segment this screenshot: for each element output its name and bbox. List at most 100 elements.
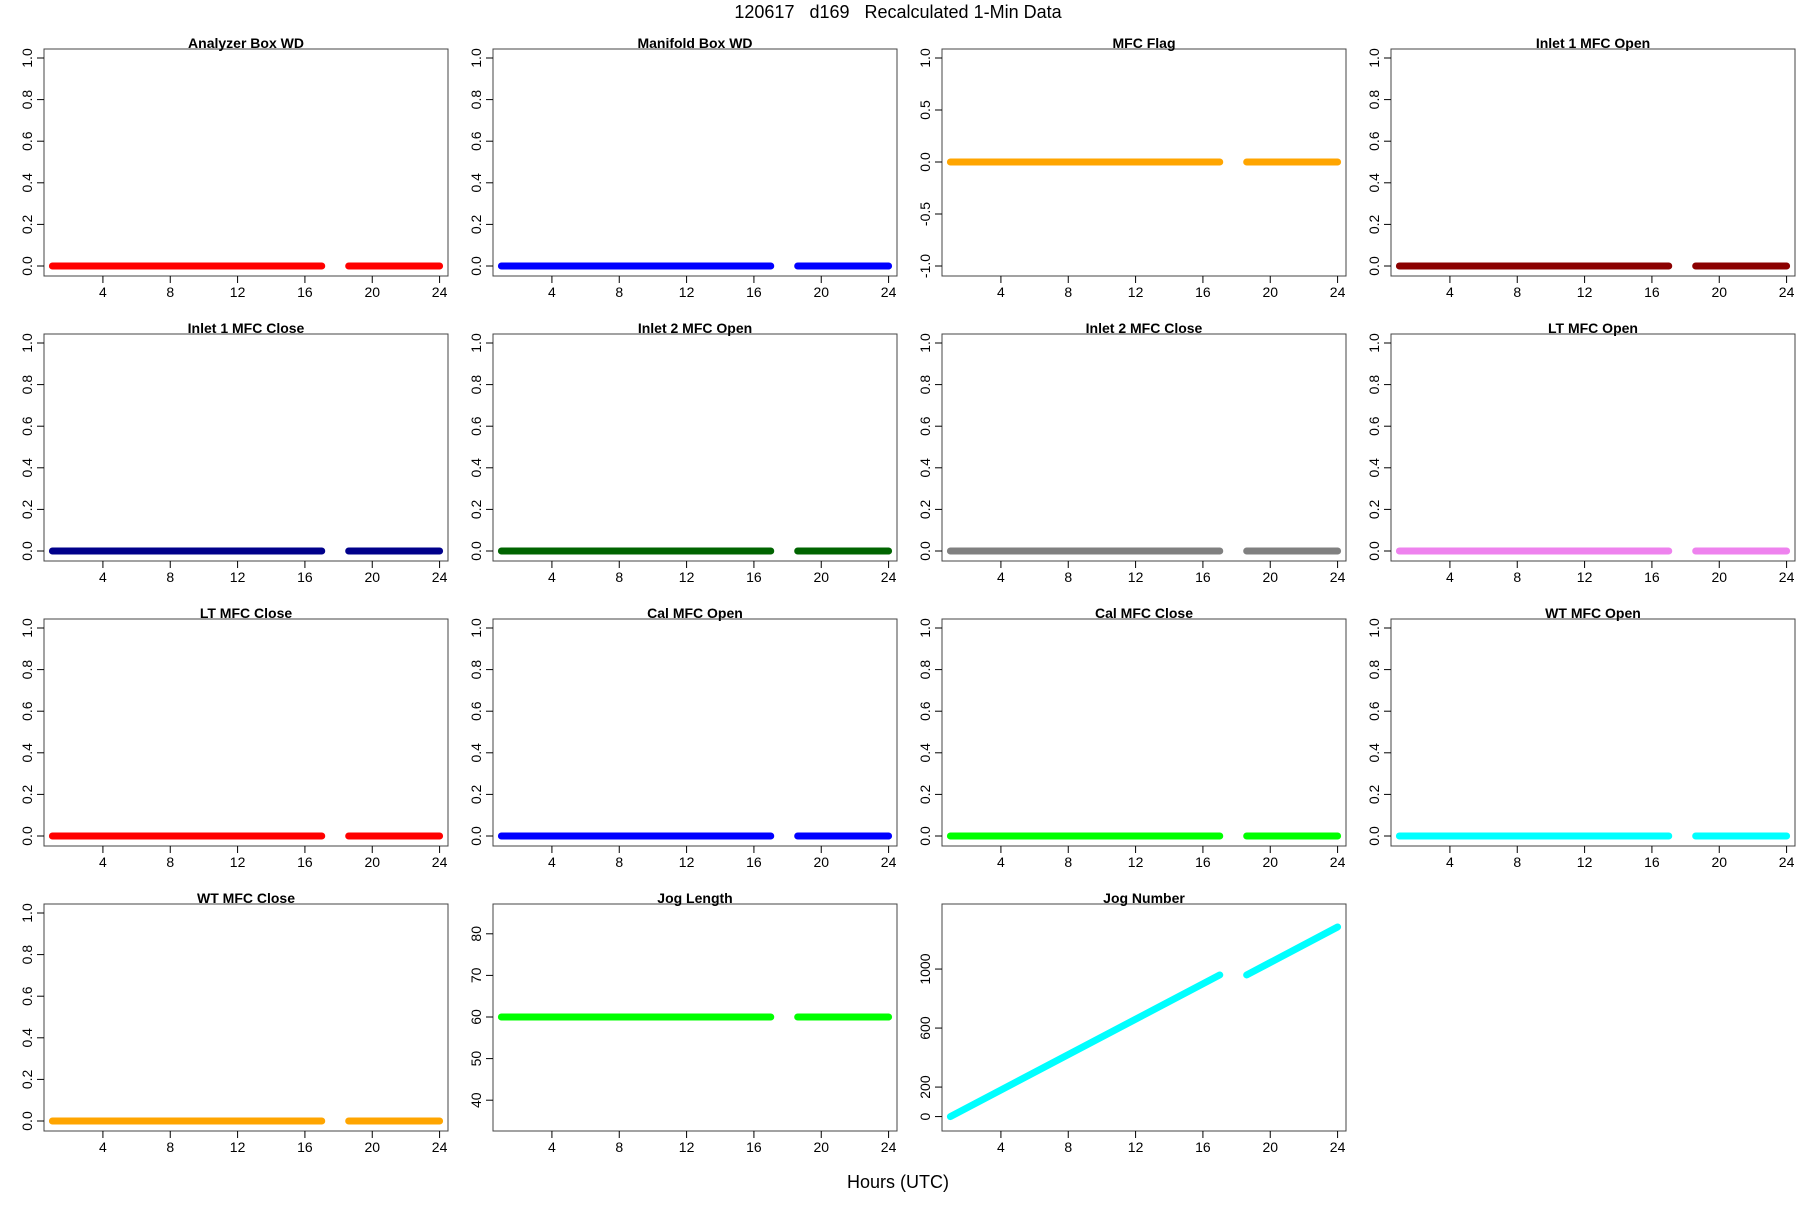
panel-11: WT MFC Open 4 8 12 16 20 24 0.0 0.2 0.4 0.6 0.8 1.0 — [1366, 605, 1796, 870]
x-tick-label: 12 — [230, 284, 246, 300]
y-tick-label: 0.4 — [1366, 173, 1382, 193]
x-tick-label: 24 — [1330, 569, 1346, 585]
x-tick-label: 12 — [1577, 284, 1593, 300]
y-tick-label: 0 — [917, 1112, 933, 1120]
panel-12: WT MFC Close 4 8 12 16 20 24 0.0 0.2 0.4 0.6 0.8 1.0 — [19, 890, 449, 1155]
y-tick-label: 1.0 — [1366, 48, 1382, 68]
y-tick-label: 0.2 — [19, 1069, 35, 1089]
y-tick-label: 0.8 — [468, 375, 484, 395]
y-tick-label: 1.0 — [468, 333, 484, 353]
x-axis-label: Hours (UTC) — [847, 1172, 949, 1192]
x-tick-label: 20 — [813, 1139, 829, 1155]
x-tick-label: 8 — [1064, 284, 1072, 300]
x-tick-label: 4 — [997, 284, 1005, 300]
y-tick-label: 0.0 — [468, 256, 484, 276]
x-tick-label: 20 — [364, 569, 380, 585]
x-tick-label: 16 — [297, 284, 313, 300]
panel-title: LT MFC Close — [200, 605, 293, 621]
y-tick-label: 0.2 — [1366, 499, 1382, 519]
panel-10: Cal MFC Close 4 8 12 16 20 24 0.0 0.2 0.4 0.6 0.8 1.… — [917, 605, 1347, 870]
y-tick-label: 0.4 — [1366, 458, 1382, 478]
panel-title: Inlet 1 MFC Open — [1536, 35, 1650, 51]
panel-title: Manifold Box WD — [637, 35, 752, 51]
x-tick-label: 24 — [1779, 284, 1795, 300]
x-tick-label: 16 — [1644, 854, 1660, 870]
y-tick-label: 0.6 — [917, 701, 933, 721]
y-tick-label: 0.6 — [19, 701, 35, 721]
y-tick-label: 1.0 — [917, 618, 933, 638]
plot-frame — [492, 333, 898, 562]
x-tick-label: 24 — [881, 284, 897, 300]
x-tick-label: 4 — [1446, 854, 1454, 870]
panel-title: Inlet 2 MFC Close — [1086, 320, 1203, 336]
panel-13: Jog Length 4 8 12 16 20 24 40 50 60 70 80 — [468, 890, 898, 1155]
x-tick-label: 12 — [1577, 569, 1593, 585]
y-tick-label: 0.2 — [468, 784, 484, 804]
x-tick-label: 8 — [166, 1139, 174, 1155]
y-tick-label: 0.2 — [917, 499, 933, 519]
plot-frame — [43, 48, 449, 277]
panel-title: MFC Flag — [1113, 35, 1176, 51]
x-tick-label: 20 — [1262, 854, 1278, 870]
y-tick-label: 0.6 — [19, 416, 35, 436]
y-tick-label: 0.6 — [1366, 131, 1382, 151]
x-tick-label: 8 — [1513, 284, 1521, 300]
y-tick-label: 1.0 — [19, 333, 35, 353]
y-tick-label: 0.2 — [917, 784, 933, 804]
x-tick-label: 16 — [746, 1139, 762, 1155]
y-tick-label: 0.0 — [19, 541, 35, 561]
x-tick-label: 8 — [166, 569, 174, 585]
x-tick-label: 24 — [432, 284, 448, 300]
x-tick-label: 12 — [230, 854, 246, 870]
panel-2: MFC Flag 4 8 12 16 20 24 -1.0 -0.5 0.0 0.5 1.0 — [917, 35, 1347, 300]
y-tick-label: 0.4 — [917, 743, 933, 763]
x-tick-label: 4 — [99, 854, 107, 870]
y-tick-label: 0.4 — [468, 173, 484, 193]
x-tick-label: 24 — [1330, 1139, 1346, 1155]
x-tick-label: 16 — [297, 569, 313, 585]
y-tick-label: 1.0 — [19, 618, 35, 638]
plot-frame — [43, 333, 449, 562]
x-tick-label: 4 — [99, 284, 107, 300]
plot-frame — [941, 903, 1347, 1132]
panel-5: Inlet 2 MFC Open 4 8 12 16 20 24 0.0 0.2 0.4 0.6 0.… — [468, 320, 898, 585]
plot-frame — [1390, 618, 1796, 847]
panel-title: WT MFC Close — [197, 890, 295, 906]
x-tick-label: 4 — [99, 1139, 107, 1155]
y-tick-label: 0.8 — [917, 660, 933, 680]
x-tick-label: 24 — [1779, 569, 1795, 585]
y-tick-label: 0.6 — [19, 986, 35, 1006]
y-tick-label: 0.8 — [19, 945, 35, 965]
x-tick-label: 16 — [1195, 569, 1211, 585]
x-tick-label: 16 — [746, 854, 762, 870]
y-tick-label: 0.0 — [1366, 826, 1382, 846]
panel-3: Inlet 1 MFC Open 4 8 12 16 20 24 0.0 0.2 0.4 0.6 0.… — [1366, 35, 1796, 300]
y-tick-label: 80 — [468, 926, 484, 942]
x-tick-label: 20 — [813, 284, 829, 300]
x-tick-label: 16 — [1195, 854, 1211, 870]
y-tick-label: 0.0 — [468, 826, 484, 846]
plot-frame — [1390, 48, 1796, 277]
y-tick-label: 0.4 — [19, 458, 35, 478]
x-tick-label: 20 — [364, 1139, 380, 1155]
panel-6: Inlet 2 MFC Close 4 8 12 16 20 24 0.0 0.2 0.4 0.6 0… — [917, 320, 1347, 585]
y-tick-label: 1.0 — [1366, 618, 1382, 638]
x-tick-label: 12 — [230, 569, 246, 585]
x-tick-label: 20 — [1711, 569, 1727, 585]
y-tick-label: 0.0 — [19, 1111, 35, 1131]
y-tick-label: 600 — [917, 1016, 933, 1040]
x-tick-label: 4 — [1446, 569, 1454, 585]
x-tick-label: 12 — [679, 569, 695, 585]
x-tick-label: 8 — [615, 284, 623, 300]
y-tick-label: 0.5 — [917, 100, 933, 120]
y-tick-label: 0.2 — [468, 499, 484, 519]
panel-9: Cal MFC Open 4 8 12 16 20 24 0.0 0.2 0.4 0.6 0.8 1.0 — [468, 605, 898, 870]
x-tick-label: 8 — [1513, 854, 1521, 870]
x-tick-label: 4 — [997, 1139, 1005, 1155]
x-tick-label: 4 — [548, 854, 556, 870]
x-tick-label: 20 — [1711, 854, 1727, 870]
y-tick-label: 0.4 — [19, 743, 35, 763]
y-tick-label: 0.2 — [19, 784, 35, 804]
y-tick-label: 1.0 — [19, 903, 35, 923]
